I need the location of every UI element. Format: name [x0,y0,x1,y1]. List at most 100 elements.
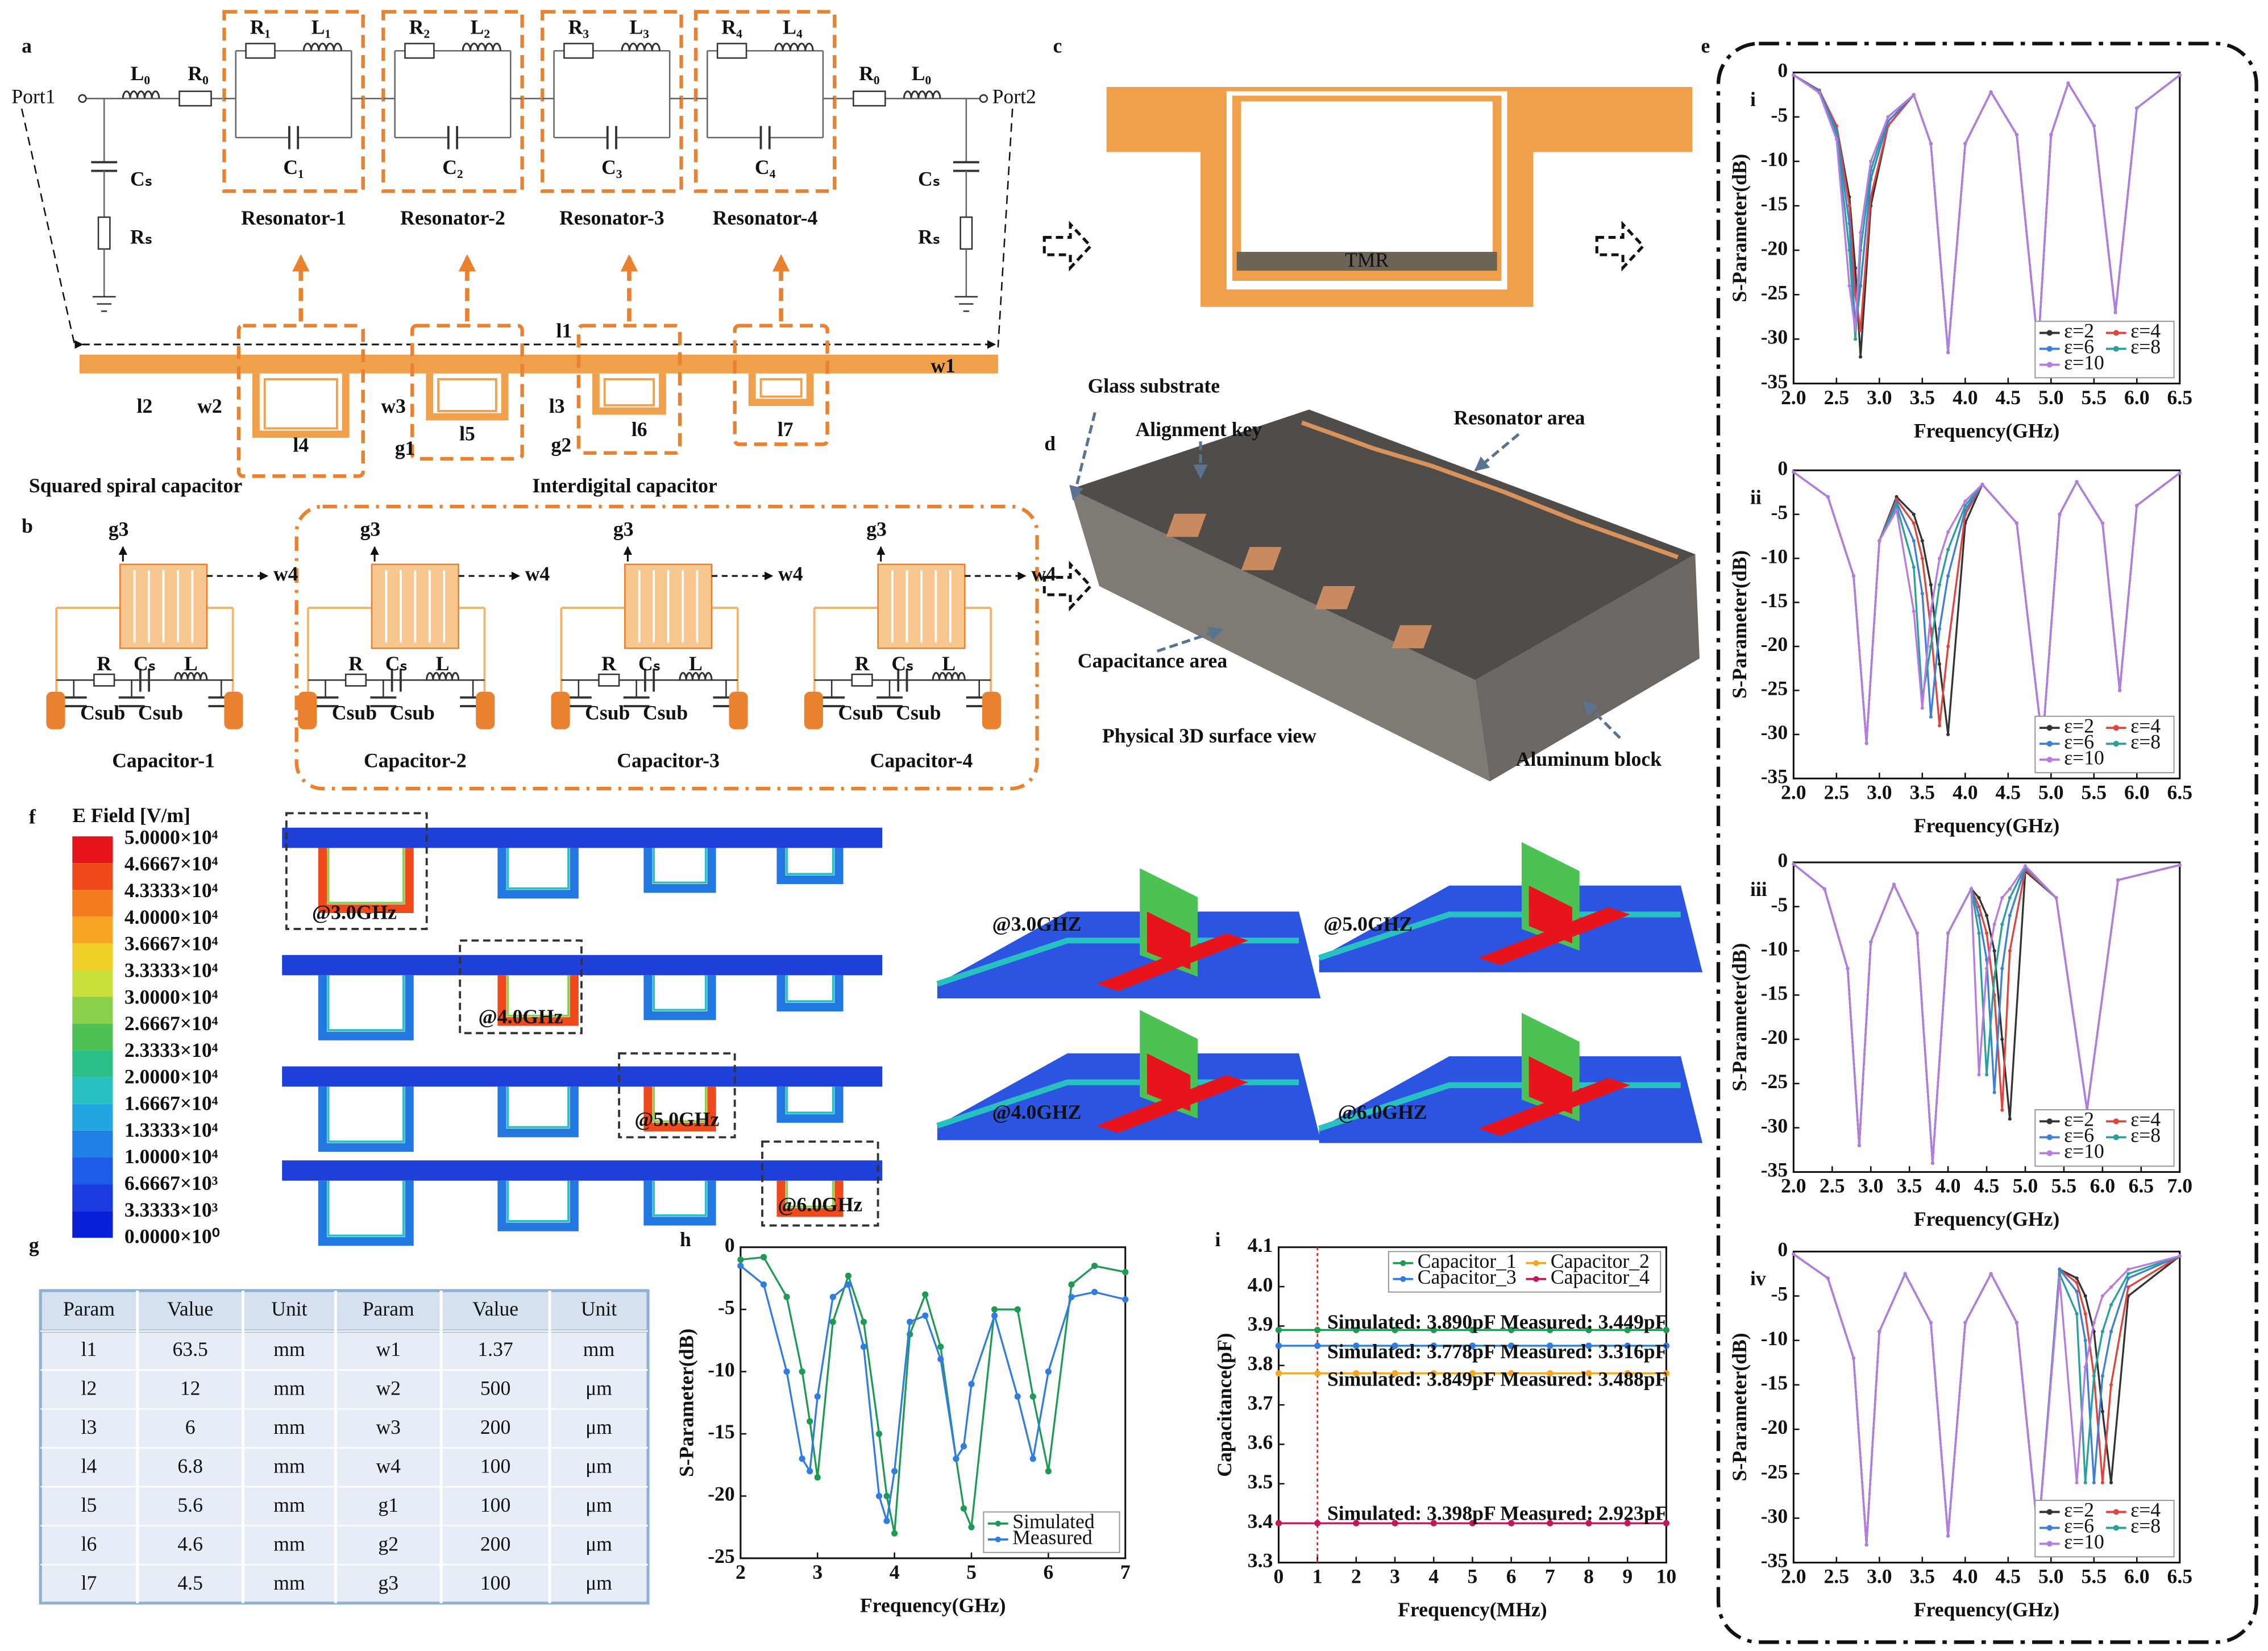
point [737,1262,744,1270]
legend-label: ε=8 [2130,335,2161,358]
point [1430,1342,1437,1349]
point [1920,592,1924,596]
field-loop [643,848,716,893]
label: Cₛ [638,652,661,675]
x-tick-label: 5 [1468,1565,1478,1588]
point [1014,1306,1021,1313]
x-tick-label: 4 [890,1561,900,1583]
point [1314,1520,1321,1526]
group-box [294,504,1039,791]
point [1792,1252,1796,1256]
dimension: l5 [459,422,475,445]
panel-label: g [29,1234,39,1256]
label: R [855,652,870,675]
point [1920,557,1924,561]
point [1014,1393,1021,1400]
point [2058,1276,2062,1280]
label: C₁ [283,156,304,179]
point [760,1281,767,1288]
colorbar-swatch [72,890,113,917]
x-tick-label: 2.5 [1820,1175,1845,1197]
point [1068,1281,1075,1288]
legend-marker [995,1520,1001,1526]
series-line [1793,471,2180,744]
colorbar-swatch [72,1050,113,1077]
point [1937,557,1942,561]
y-tick-label: -5 [718,1296,735,1318]
annotation: Simulated: 3.849pF Measured: 3.488pF [1327,1368,1667,1391]
legend-box [1388,1251,1661,1293]
group-box [1716,42,2258,1644]
point [1854,337,1858,341]
x-tick-label: 6.0 [2124,386,2150,409]
point [1937,724,1942,728]
point [2100,1409,2104,1413]
point [1915,931,1919,935]
y-tick-label: 3.9 [1248,1313,1273,1335]
colorbar-label: 4.3333×10⁴ [124,879,218,902]
label: Cₛ [385,652,408,675]
legend-marker [2113,1509,2119,1515]
x-tick-label: 4.0 [1953,386,1978,409]
legend-marker [2046,725,2053,731]
resistor [563,43,594,59]
point [1430,1520,1437,1526]
block-top [1070,409,1696,681]
point [783,1293,790,1300]
point [1937,583,1942,587]
point [1895,497,1899,501]
label: g3 [613,517,634,540]
resistor [716,43,747,59]
label: g3 [866,517,887,540]
label: Csub [332,702,377,724]
legend-marker [2046,330,2053,336]
colorbar-swatch [72,943,113,970]
x-tick-label: 2.5 [1824,386,1850,409]
label: C₃ [601,156,622,179]
y-tick-label: 3.8 [1248,1352,1273,1375]
legend-marker [2046,1509,2053,1515]
point [2075,480,2079,484]
legend-marker [1400,1260,1406,1266]
point [1912,512,1916,516]
table-cell: mm [583,1338,615,1360]
x-tick-label: 5.0 [2038,386,2064,409]
x-tick-label: 7 [1120,1561,1131,1583]
cap-pad [1166,513,1207,537]
x-tick-label: 3 [1390,1565,1400,1588]
plot-frame [1792,469,2181,779]
resonator-box [222,10,365,193]
series-line [1793,471,2180,744]
y-axis-label: S-Parameter(dB) [675,1329,697,1477]
point [1929,583,1933,587]
x-tick-label: 2.0 [1781,1565,1806,1588]
field-loop-inner [327,1086,405,1143]
colorbar-label: 1.6667×10⁴ [124,1092,218,1115]
label: R₀ [188,62,208,85]
point [1937,627,1942,631]
point [2100,521,2104,525]
point [760,1254,767,1260]
resonator-loop [748,373,814,406]
point [2023,864,2028,868]
legend-marker [1533,1260,1539,1266]
colorbar-label: 5.0000×10⁴ [124,826,218,848]
point [1892,882,1896,886]
capacitor-name: Capacitor-4 [870,749,973,771]
point [2000,1038,2004,1042]
legend-label: Capacitor_4 [1551,1266,1650,1288]
field-loop [318,848,414,913]
x-tick-label: 7 [1545,1565,1555,1588]
electrode [804,691,823,729]
label: L [942,652,956,675]
point [1937,662,1942,666]
cap-pad [1391,625,1432,649]
label: L₀ [131,62,150,85]
point [737,1256,744,1263]
resistor [853,90,886,107]
point [845,1281,851,1288]
legend-label: Capacitor_2 [1551,1250,1650,1272]
table-cell: μm [585,1455,612,1478]
label: w4 [778,562,803,585]
